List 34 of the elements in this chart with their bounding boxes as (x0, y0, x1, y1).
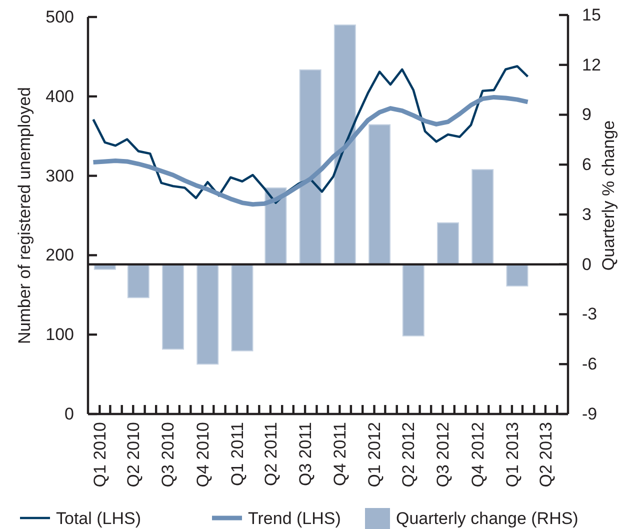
x-tick-label: Q2 2011 (261, 422, 280, 486)
x-tick-label: Q3 2011 (296, 422, 316, 486)
y2-tick-label: -9 (582, 404, 598, 424)
y-tick-label: 200 (46, 246, 74, 265)
y2-tick-label: -3 (582, 304, 598, 324)
y-tick-label: 400 (46, 86, 74, 106)
x-tick-label: Q2 2010 (124, 422, 144, 488)
x-tick-label: Q4 2012 (468, 422, 488, 488)
x-tick-label: Q2 2013 (536, 422, 556, 488)
y2-tick-label: 6 (582, 155, 592, 174)
y-tick-label: 100 (46, 325, 74, 344)
x-tick-label: Q1 2013 (502, 422, 522, 488)
y2-tick-label: 12 (582, 55, 601, 74)
x-tick-label: Q1 2010 (90, 422, 110, 488)
x-tick-label: Q3 2010 (158, 422, 178, 488)
x-tick-label: Q3 2012 (434, 422, 453, 488)
legend-label: Trend (LHS) (248, 509, 341, 528)
y2-tick-label: 3 (582, 204, 592, 224)
y2-tick-label: 0 (582, 254, 592, 274)
x-tick-label: Q1 2012 (365, 422, 384, 488)
y2-tick-label: -6 (582, 354, 598, 374)
y2-axis-title: Quarterly % change (599, 120, 618, 271)
y2-tick-label: 15 (582, 5, 601, 24)
legend-label: Total (LHS) (56, 509, 142, 528)
legend-label: Quarterly change (RHS) (396, 509, 578, 528)
x-tick-label: Q4 2010 (193, 422, 212, 488)
y-tick-label: 500 (46, 7, 74, 26)
y2-tick-label: 9 (582, 105, 592, 124)
y-tick-label: 0 (64, 404, 74, 424)
y-axis-title: Number of registered unemployed (15, 86, 34, 344)
x-tick-label: Q2 2012 (399, 422, 418, 488)
x-tick-label: Q4 2011 (330, 422, 350, 486)
y-tick-label: 300 (46, 166, 74, 186)
x-tick-label: Q1 2011 (228, 422, 247, 486)
